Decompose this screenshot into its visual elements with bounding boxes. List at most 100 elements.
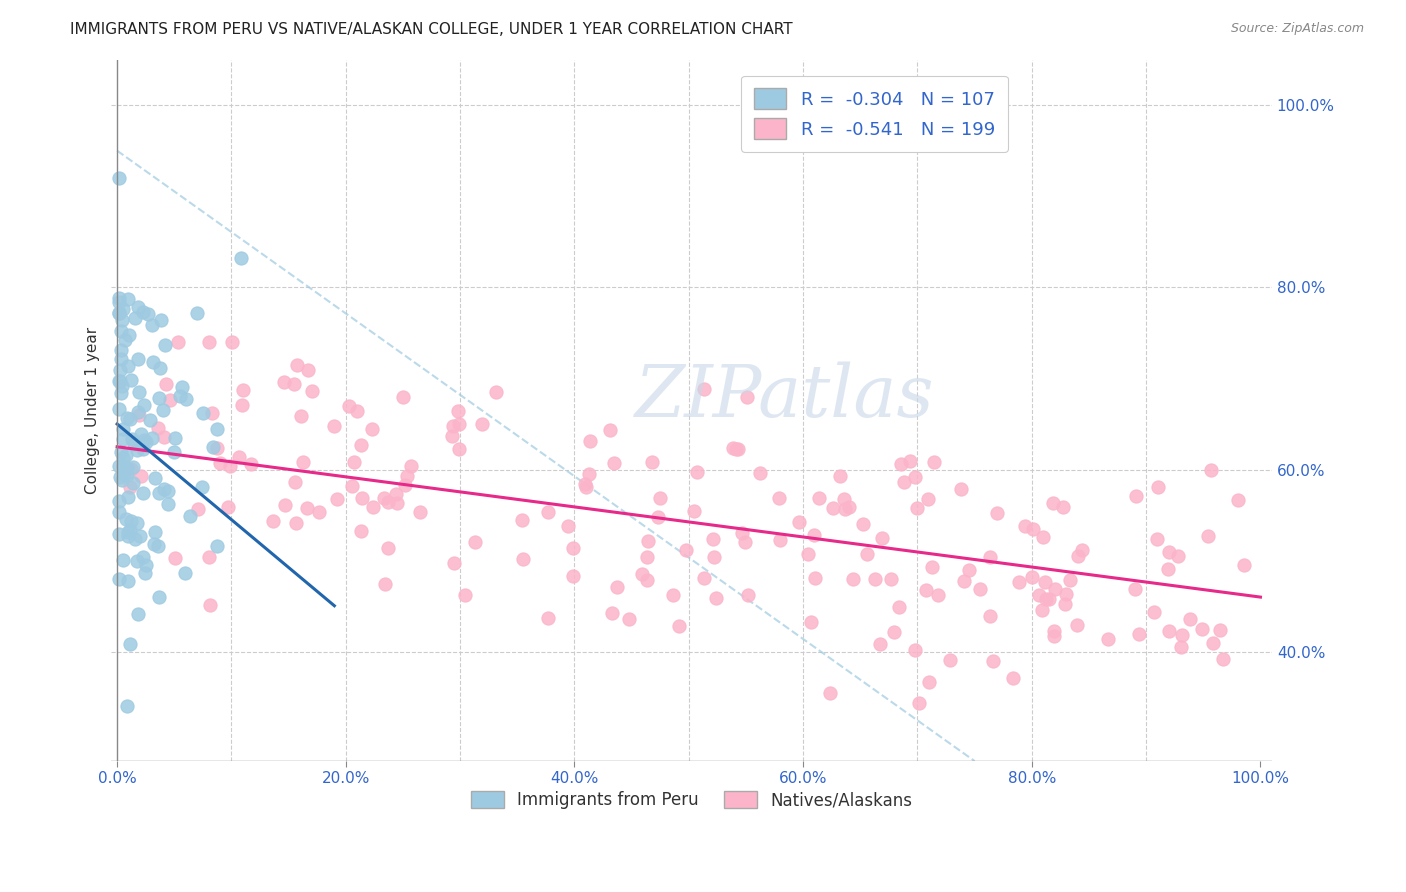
Point [346, 404, 368, 418]
Point [693, 382, 716, 396]
Point [149, 360, 172, 375]
Point [512, 552, 534, 566]
Point [148, 421, 170, 435]
Point [979, 609, 1001, 624]
Point [889, 600, 911, 615]
Point [290, 409, 312, 423]
Point [143, 525, 166, 540]
Text: IMMIGRANTS FROM PERU VS NATIVE/ALASKAN COLLEGE, UNDER 1 YEAR CORRELATION CHART: IMMIGRANTS FROM PERU VS NATIVE/ALASKAN C… [70, 22, 793, 37]
Point [675, 543, 697, 558]
Point [686, 466, 709, 480]
Point [153, 430, 176, 444]
Point [1038, 591, 1060, 606]
Point [135, 558, 157, 572]
Point [110, 374, 132, 388]
Point [174, 392, 197, 407]
Point [110, 385, 132, 400]
Point [865, 572, 887, 586]
Point [904, 470, 927, 484]
Point [217, 500, 239, 514]
Point [374, 577, 396, 591]
Point [702, 532, 724, 546]
Point [156, 497, 179, 511]
Point [1143, 605, 1166, 619]
Point [1157, 624, 1180, 638]
Point [111, 379, 134, 393]
Point [606, 580, 628, 594]
Point [110, 351, 132, 366]
Point [1146, 532, 1168, 546]
Point [143, 471, 166, 485]
Point [807, 491, 830, 506]
Point [449, 417, 471, 431]
Point [471, 417, 494, 432]
Point [361, 422, 384, 436]
Point [108, 470, 131, 484]
Point [108, 305, 131, 319]
Point [1001, 671, 1024, 685]
Point [134, 566, 156, 580]
Point [727, 442, 749, 456]
Point [350, 438, 373, 452]
Point [1178, 612, 1201, 626]
Point [127, 300, 149, 314]
Point [485, 384, 508, 399]
Point [111, 473, 134, 487]
Point [191, 480, 214, 494]
Point [723, 441, 745, 455]
Point [325, 491, 347, 506]
Point [108, 363, 131, 377]
Point [129, 468, 152, 483]
Point [704, 591, 727, 605]
Point [1022, 522, 1045, 536]
Point [125, 516, 148, 530]
Point [392, 390, 415, 404]
Point [1227, 493, 1250, 508]
Point [387, 496, 409, 510]
Point [112, 467, 135, 482]
Point [285, 516, 308, 530]
Point [579, 434, 602, 449]
Point [118, 523, 141, 537]
Point [1211, 652, 1233, 666]
Point [969, 582, 991, 596]
Point [915, 582, 938, 597]
Point [120, 373, 142, 387]
Point [141, 318, 163, 333]
Point [108, 306, 131, 320]
Point [135, 435, 157, 450]
Point [1035, 591, 1057, 606]
Point [127, 442, 149, 457]
Point [834, 502, 856, 516]
Point [153, 482, 176, 496]
Point [139, 413, 162, 427]
Point [132, 433, 155, 447]
Point [986, 506, 1008, 520]
Point [648, 491, 671, 506]
Point [818, 685, 841, 699]
Point [464, 535, 486, 549]
Point [927, 588, 949, 602]
Point [202, 440, 225, 454]
Point [1021, 570, 1043, 584]
Point [152, 403, 174, 417]
Point [394, 478, 416, 492]
Point [447, 442, 470, 456]
Point [447, 404, 470, 418]
Point [108, 374, 131, 388]
Point [979, 549, 1001, 564]
Point [120, 514, 142, 528]
Point [1043, 628, 1066, 642]
Point [950, 482, 973, 496]
Point [1059, 573, 1081, 587]
Point [115, 410, 138, 425]
Point [637, 533, 659, 548]
Point [308, 505, 330, 519]
Point [1053, 598, 1076, 612]
Point [115, 467, 138, 482]
Point [112, 450, 135, 465]
Point [122, 437, 145, 451]
Point [285, 358, 308, 372]
Point [1123, 582, 1146, 597]
Point [1070, 543, 1092, 558]
